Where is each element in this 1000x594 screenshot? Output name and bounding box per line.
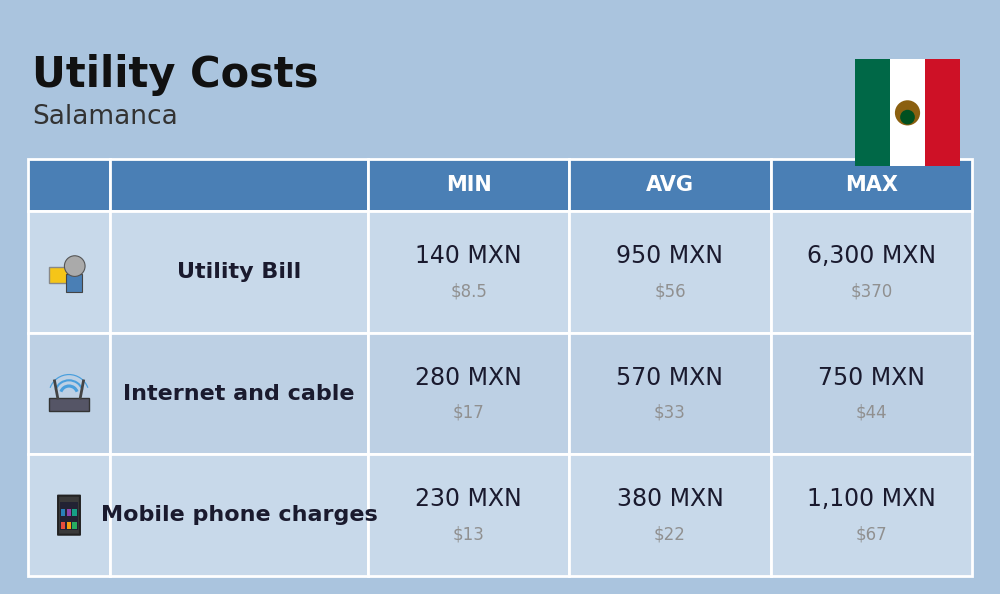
FancyBboxPatch shape [58,495,80,535]
Bar [368,333,569,454]
Text: 1,100 MXN: 1,100 MXN [807,487,936,511]
Bar [28,211,110,333]
Bar [110,333,368,454]
Bar [368,159,569,211]
Text: $22: $22 [654,526,686,544]
Text: 750 MXN: 750 MXN [818,366,925,390]
Text: $13: $13 [453,526,485,544]
Text: Mobile phone charges: Mobile phone charges [101,505,377,525]
Text: $56: $56 [654,282,686,301]
Bar [61,509,65,516]
Bar [771,211,972,333]
Bar [110,454,368,576]
Text: 280 MXN: 280 MXN [415,366,522,390]
Bar [569,333,771,454]
Text: $33: $33 [654,404,686,422]
Circle shape [895,100,920,125]
Bar [569,159,771,211]
Circle shape [900,110,915,125]
Bar [771,333,972,454]
Bar [60,502,78,530]
Bar [66,274,82,292]
Text: 950 MXN: 950 MXN [616,244,724,268]
Text: 6,300 MXN: 6,300 MXN [807,244,936,268]
Bar [61,522,65,529]
Bar [368,454,569,576]
Bar [925,59,960,166]
Text: Salamanca: Salamanca [32,104,178,130]
Bar [771,159,972,211]
Text: $44: $44 [856,404,887,422]
Bar [771,454,972,576]
Bar [368,211,569,333]
Text: $370: $370 [850,282,892,301]
Bar [72,509,77,516]
Text: MIN: MIN [446,175,492,195]
Bar [67,522,71,529]
Circle shape [64,256,85,276]
Bar [110,159,368,211]
Bar [49,398,89,410]
Text: Internet and cable: Internet and cable [123,384,355,403]
Bar [67,509,71,516]
Bar [28,159,110,211]
Bar [28,454,110,576]
Text: $8.5: $8.5 [450,282,487,301]
Bar [28,333,110,454]
Text: $67: $67 [856,526,887,544]
Bar [855,59,890,166]
Bar [569,211,771,333]
Text: 230 MXN: 230 MXN [415,487,522,511]
Text: $17: $17 [453,404,485,422]
Bar [110,211,368,333]
Text: Utility Costs: Utility Costs [32,54,318,96]
Text: 140 MXN: 140 MXN [415,244,522,268]
Bar [49,267,69,283]
Bar [890,59,925,166]
Text: MAX: MAX [845,175,898,195]
Text: Utility Bill: Utility Bill [177,262,301,282]
Bar [72,522,77,529]
Text: AVG: AVG [646,175,694,195]
Text: 380 MXN: 380 MXN [617,487,723,511]
Text: 570 MXN: 570 MXN [616,366,724,390]
Bar [569,454,771,576]
